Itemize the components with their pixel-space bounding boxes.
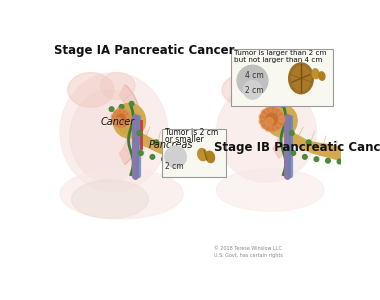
Circle shape bbox=[274, 124, 280, 130]
Ellipse shape bbox=[312, 69, 319, 79]
Circle shape bbox=[337, 159, 342, 164]
Circle shape bbox=[281, 103, 286, 108]
Text: 2 cm: 2 cm bbox=[245, 86, 263, 95]
Ellipse shape bbox=[60, 169, 183, 219]
Circle shape bbox=[351, 157, 356, 161]
Circle shape bbox=[114, 122, 118, 127]
Ellipse shape bbox=[60, 73, 168, 192]
Ellipse shape bbox=[216, 82, 317, 182]
Circle shape bbox=[109, 107, 114, 112]
Circle shape bbox=[270, 105, 275, 110]
Ellipse shape bbox=[266, 118, 273, 125]
Circle shape bbox=[122, 123, 126, 128]
Circle shape bbox=[291, 151, 296, 155]
Ellipse shape bbox=[222, 74, 264, 105]
Text: but not larger than 4 cm: but not larger than 4 cm bbox=[234, 57, 322, 63]
Text: Pancreas: Pancreas bbox=[149, 140, 193, 150]
Text: Stage IB Pancreatic Cancer: Stage IB Pancreatic Cancer bbox=[214, 142, 380, 154]
Circle shape bbox=[314, 157, 319, 161]
Circle shape bbox=[199, 148, 203, 152]
Circle shape bbox=[302, 154, 307, 159]
Polygon shape bbox=[273, 91, 292, 158]
Text: Tumor is larger than 2 cm: Tumor is larger than 2 cm bbox=[234, 50, 326, 56]
Circle shape bbox=[111, 114, 116, 118]
Text: Cancer: Cancer bbox=[101, 116, 135, 127]
Circle shape bbox=[165, 146, 186, 168]
Ellipse shape bbox=[198, 148, 207, 160]
Ellipse shape bbox=[206, 151, 214, 163]
Circle shape bbox=[274, 108, 280, 114]
Circle shape bbox=[154, 140, 158, 145]
FancyBboxPatch shape bbox=[162, 129, 226, 177]
Ellipse shape bbox=[292, 66, 310, 91]
Ellipse shape bbox=[289, 63, 314, 94]
Ellipse shape bbox=[260, 108, 283, 131]
Ellipse shape bbox=[100, 73, 135, 100]
Ellipse shape bbox=[116, 118, 122, 124]
Circle shape bbox=[126, 116, 131, 121]
Circle shape bbox=[122, 109, 126, 114]
Circle shape bbox=[277, 121, 284, 127]
Circle shape bbox=[125, 112, 130, 116]
Ellipse shape bbox=[71, 180, 149, 218]
FancyBboxPatch shape bbox=[231, 49, 332, 106]
Ellipse shape bbox=[70, 90, 147, 182]
Text: or smaller: or smaller bbox=[165, 135, 203, 144]
Circle shape bbox=[129, 101, 134, 106]
Circle shape bbox=[326, 158, 330, 163]
Circle shape bbox=[150, 154, 155, 159]
Circle shape bbox=[114, 110, 118, 115]
Circle shape bbox=[277, 111, 284, 118]
Text: © 2018 Terese Winslow LLC
U.S. Govt. has certain rights: © 2018 Terese Winslow LLC U.S. Govt. has… bbox=[214, 246, 283, 258]
Circle shape bbox=[137, 131, 142, 135]
Circle shape bbox=[279, 116, 285, 122]
Circle shape bbox=[259, 118, 265, 124]
Circle shape bbox=[111, 118, 116, 123]
Circle shape bbox=[126, 116, 131, 121]
Circle shape bbox=[139, 151, 143, 155]
Text: Stage IA Pancreatic Cancer: Stage IA Pancreatic Cancer bbox=[54, 44, 234, 57]
Polygon shape bbox=[125, 122, 203, 161]
Ellipse shape bbox=[216, 169, 324, 211]
Circle shape bbox=[270, 106, 276, 112]
Circle shape bbox=[279, 116, 285, 122]
Ellipse shape bbox=[319, 72, 325, 80]
Circle shape bbox=[261, 110, 268, 116]
Text: Tumor is 2 cm: Tumor is 2 cm bbox=[165, 128, 218, 137]
Circle shape bbox=[259, 114, 265, 120]
Ellipse shape bbox=[112, 110, 129, 127]
Circle shape bbox=[196, 157, 201, 161]
Circle shape bbox=[162, 157, 166, 161]
Circle shape bbox=[243, 81, 262, 99]
Circle shape bbox=[185, 159, 189, 164]
Circle shape bbox=[119, 104, 124, 109]
Circle shape bbox=[290, 131, 294, 135]
Circle shape bbox=[261, 123, 268, 129]
Ellipse shape bbox=[117, 111, 139, 134]
Circle shape bbox=[173, 158, 178, 163]
Polygon shape bbox=[119, 85, 141, 164]
Circle shape bbox=[117, 109, 122, 113]
Circle shape bbox=[306, 140, 311, 145]
Circle shape bbox=[270, 126, 276, 132]
Ellipse shape bbox=[68, 73, 114, 107]
Text: 4 cm: 4 cm bbox=[245, 71, 264, 80]
Circle shape bbox=[117, 124, 122, 128]
Text: 2 cm: 2 cm bbox=[166, 162, 184, 171]
Circle shape bbox=[125, 120, 130, 125]
Circle shape bbox=[265, 107, 271, 113]
Polygon shape bbox=[278, 122, 355, 161]
Circle shape bbox=[265, 125, 271, 132]
Circle shape bbox=[237, 65, 268, 96]
Ellipse shape bbox=[113, 103, 146, 138]
Ellipse shape bbox=[266, 104, 297, 137]
